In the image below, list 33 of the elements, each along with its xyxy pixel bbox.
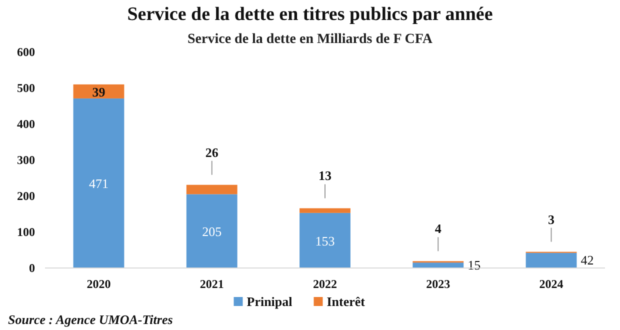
legend-label: Interêt — [326, 294, 366, 309]
data-label: 26 — [205, 144, 219, 160]
data-label: 153 — [315, 233, 335, 248]
y-tick-label: 500 — [17, 81, 35, 95]
bar — [186, 184, 238, 194]
chart-subtitle: Service de la dette en Milliards de F CFA — [188, 32, 434, 47]
bar — [526, 252, 577, 268]
y-tick-label: 100 — [17, 225, 35, 239]
bar — [300, 212, 350, 268]
legend-label: Prinipal — [246, 294, 293, 309]
x-tick-label: 2023 — [426, 277, 450, 291]
data-label: 471 — [88, 176, 108, 192]
y-tick-label: 600 — [17, 45, 35, 59]
data-label: 13 — [318, 168, 332, 184]
x-tick-label: 2021 — [200, 277, 224, 291]
data-label: 4 — [434, 221, 442, 236]
bar — [186, 194, 238, 268]
bar — [412, 262, 464, 268]
data-label: 39 — [92, 84, 106, 100]
bar — [300, 208, 350, 213]
y-tick-label: 200 — [17, 189, 35, 203]
data-label: 3 — [548, 212, 556, 227]
source-note: Source : Agence UMOA-Titres — [8, 312, 173, 327]
x-tick-label: 2024 — [539, 277, 564, 291]
y-tick-label: 300 — [17, 153, 35, 167]
x-tick-label: 2020 — [86, 277, 111, 291]
y-tick-label: 400 — [17, 117, 35, 131]
x-tick-label: 2022 — [313, 277, 337, 291]
data-label: 205 — [202, 224, 222, 240]
data-label: 42 — [580, 252, 594, 268]
bar — [73, 98, 124, 268]
y-tick-label: 0 — [29, 261, 35, 275]
chart-title: Service de la dette en titres publics par année — [127, 4, 493, 25]
